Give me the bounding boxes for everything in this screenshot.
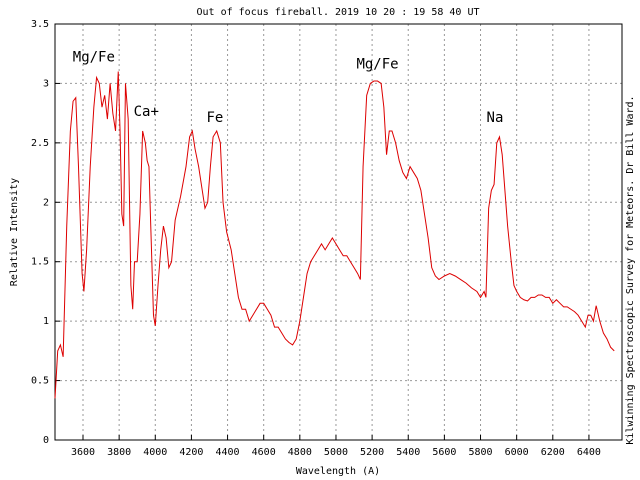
annotation: Mg/Fe bbox=[73, 49, 115, 65]
y-tick-label: 1 bbox=[43, 316, 49, 327]
plot-frame bbox=[54, 23, 623, 441]
annotation: Na bbox=[487, 110, 504, 126]
y-tick-label: 0.5 bbox=[31, 376, 49, 387]
y-axis-label: Relative Intensity bbox=[9, 178, 20, 286]
x-tick-label: 6200 bbox=[541, 447, 565, 458]
y-tick-label: 0 bbox=[43, 435, 49, 446]
y-tick-label: 1.5 bbox=[31, 257, 49, 268]
y-tick-label: 2 bbox=[43, 197, 49, 208]
x-tick-label: 3600 bbox=[71, 447, 95, 458]
annotation: Mg/Fe bbox=[356, 56, 398, 72]
chart-title: Out of focus fireball. 2019 10 20 : 19 5… bbox=[197, 7, 480, 18]
x-tick-label: 5200 bbox=[360, 447, 384, 458]
x-axis-label: Wavelength (A) bbox=[296, 466, 380, 477]
x-tick-label: 5000 bbox=[324, 447, 348, 458]
x-tick-label: 4600 bbox=[252, 447, 276, 458]
x-tick-label: 6400 bbox=[577, 447, 601, 458]
x-tick-label: 6000 bbox=[505, 447, 529, 458]
y-tick-label: 2.5 bbox=[31, 138, 49, 149]
side-note: Kilwinning Spectroscopic Survey for Mete… bbox=[625, 95, 636, 444]
annotation: Fe bbox=[206, 110, 223, 126]
x-tick-label: 4000 bbox=[143, 447, 167, 458]
x-tick-label: 4800 bbox=[288, 447, 312, 458]
spectrum-line bbox=[54, 71, 615, 399]
y-tick-label: 3.5 bbox=[31, 19, 49, 30]
x-tick-label: 4200 bbox=[179, 447, 203, 458]
x-tick-label: 5400 bbox=[396, 447, 420, 458]
x-tick-label: 4400 bbox=[216, 447, 240, 458]
annotation: Ca+ bbox=[134, 104, 159, 120]
x-tick-label: 3800 bbox=[107, 447, 131, 458]
y-tick-label: 3 bbox=[43, 78, 49, 89]
x-tick-label: 5800 bbox=[468, 447, 492, 458]
x-tick-label: 5600 bbox=[432, 447, 456, 458]
